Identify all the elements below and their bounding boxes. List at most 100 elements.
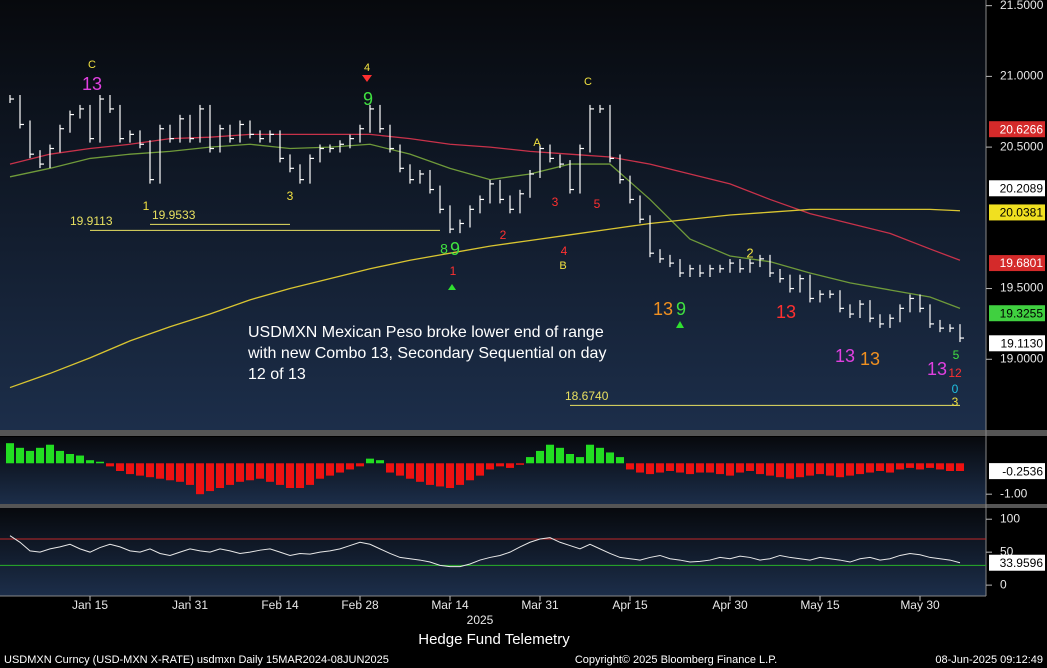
histogram-bar: [656, 463, 664, 473]
histogram-bar: [926, 463, 934, 468]
price-tag: [989, 554, 1045, 571]
arrow: [362, 75, 372, 82]
price-tag: [989, 204, 1045, 221]
sequential-count: C: [584, 76, 592, 88]
histogram-bar: [326, 463, 334, 476]
sequential-count: 3: [552, 195, 559, 209]
sequential-count: 1: [450, 264, 457, 278]
histogram-bar: [886, 463, 894, 473]
sequential-count: 3: [952, 395, 959, 409]
histogram-bar: [816, 463, 824, 475]
x-tick-label: Mar 31: [521, 598, 559, 612]
histogram-bar: [826, 463, 834, 476]
annotation: with new Combo 13, Secondary Sequential …: [247, 345, 606, 362]
footer-right: 08-Jun-2025 09:12:49: [935, 654, 1043, 666]
x-tick-label: Mar 14: [431, 598, 469, 612]
histogram-bar: [276, 463, 284, 485]
histogram-bar: [136, 463, 144, 476]
sequential-count: 4: [561, 244, 568, 258]
histogram-bar: [896, 463, 904, 470]
x-axis-year: 2025: [467, 613, 494, 627]
histogram-bar: [36, 447, 44, 464]
y-tick-label: 21.5000: [1000, 0, 1044, 12]
histogram-bar: [406, 463, 414, 479]
histogram-bar: [16, 447, 24, 464]
sequential-count: 5: [594, 197, 601, 211]
histogram-bar: [246, 463, 254, 481]
histogram-bar: [96, 461, 104, 464]
x-tick-label: May 15: [800, 598, 840, 612]
histogram-bar: [516, 463, 524, 465]
histogram-bar: [766, 463, 774, 476]
sequential-count: 13: [927, 359, 947, 379]
histogram-bar: [756, 463, 764, 475]
x-tick-label: Jan 15: [72, 598, 108, 612]
annotation: USDMXN Mexican Peso broke lower end of r…: [248, 324, 604, 341]
histogram-bar: [416, 463, 424, 482]
histogram-bar: [336, 463, 344, 473]
x-tick-label: May 30: [900, 598, 940, 612]
price-tag: [989, 305, 1045, 322]
x-tick-label: Feb 14: [261, 598, 299, 612]
histogram-bar: [446, 463, 454, 488]
histogram-bar: [876, 463, 884, 471]
histogram-bar: [786, 463, 794, 479]
histogram-bar: [796, 463, 804, 478]
histogram-bar: [476, 463, 484, 476]
histogram-bar: [666, 463, 674, 471]
histogram-bar: [606, 452, 614, 464]
histogram-bar: [576, 457, 584, 464]
histogram-bar: [216, 463, 224, 488]
histogram-bar: [746, 463, 754, 471]
y-tick-label: 100: [1000, 511, 1020, 525]
y-tick-label: 20.5000: [1000, 139, 1044, 153]
histogram-bar: [206, 463, 214, 492]
histogram-bar: [176, 463, 184, 482]
sequential-count: 13: [82, 74, 102, 94]
histogram-bar: [236, 463, 244, 482]
sequential-count: 9: [363, 89, 373, 109]
histogram-bar: [256, 463, 264, 479]
histogram-bar: [56, 450, 64, 464]
sequential-count: C: [88, 59, 96, 71]
histogram-bar: [736, 463, 744, 473]
y-tick-label: 21.0000: [1000, 69, 1044, 83]
histogram-bar: [386, 463, 394, 473]
footer-left: USDMXN Curncy (USD-MXN X-RATE) usdmxn Da…: [4, 654, 389, 666]
histogram-bar: [536, 450, 544, 464]
histogram-bar: [556, 447, 564, 464]
level-label: 19.9113: [70, 214, 113, 228]
histogram-bar: [856, 463, 864, 475]
sequential-count: 5: [953, 348, 960, 362]
price-tag-label: 33.9596: [1000, 556, 1044, 570]
histogram-bar: [866, 463, 874, 473]
histogram-bar: [76, 455, 84, 464]
histogram-bar: [496, 463, 504, 467]
price-tag-label: 20.2089: [1000, 181, 1044, 195]
histogram-bar: [936, 463, 944, 470]
histogram-bar: [186, 463, 194, 485]
histogram-bar: [396, 463, 404, 476]
histogram-bar: [626, 463, 634, 470]
histogram-bar: [266, 463, 274, 482]
histogram-bar: [716, 463, 724, 475]
histogram-bar: [366, 458, 374, 464]
histogram-bar: [506, 463, 514, 468]
histogram-bar: [116, 463, 124, 471]
sequential-count: 9: [450, 239, 460, 259]
price-tag: [989, 335, 1045, 352]
oscillator-line: [9, 535, 961, 568]
price-tag-label: 20.6266: [1000, 122, 1044, 136]
histogram-bar: [846, 463, 854, 476]
sequential-count: 12: [948, 366, 962, 380]
x-tick-label: Jan 31: [172, 598, 208, 612]
main-panel: [0, 0, 986, 430]
sequential-count: 13: [860, 349, 880, 369]
histogram-bar: [306, 463, 314, 485]
arrow: [448, 284, 456, 290]
panel-divider: [0, 430, 1047, 436]
y-tick-label: 0: [1000, 577, 1007, 591]
level-label: 19.9533: [152, 208, 196, 222]
